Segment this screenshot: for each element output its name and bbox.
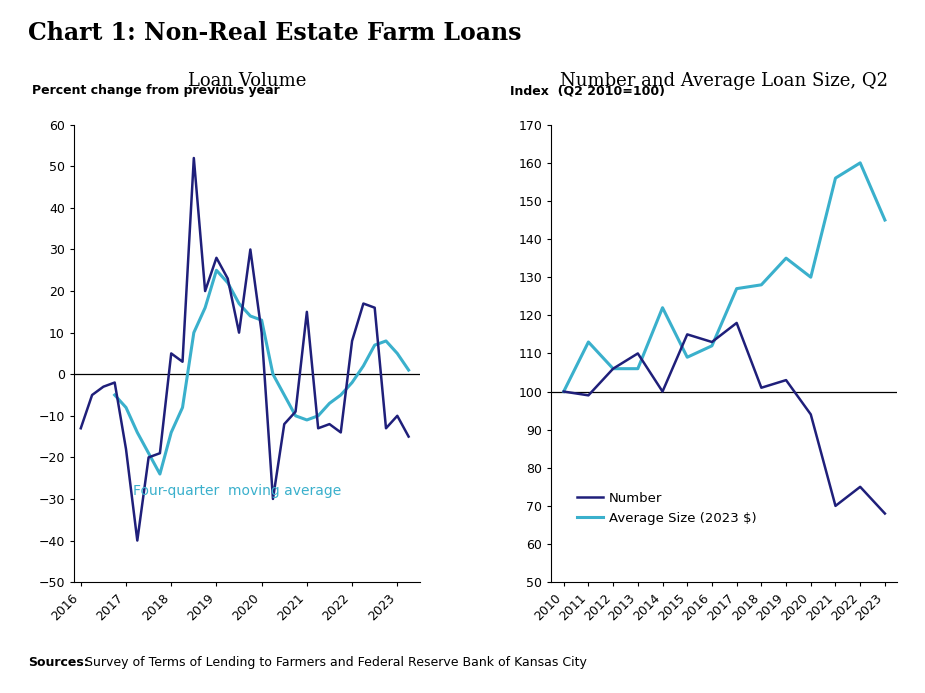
Number	[731, 319, 742, 327]
Line: Number: Number	[563, 323, 885, 514]
Average Size (2023 $)	[731, 284, 742, 292]
Number	[583, 391, 594, 399]
Text: Four-quarter  moving average: Four-quarter moving average	[133, 484, 341, 498]
Text: Chart 1: Non-Real Estate Farm Loans: Chart 1: Non-Real Estate Farm Loans	[28, 21, 522, 45]
Text: Percent change from previous year: Percent change from previous year	[32, 85, 280, 97]
Average Size (2023 $)	[608, 365, 619, 373]
Title: Loan Volume: Loan Volume	[188, 72, 306, 90]
Number	[707, 337, 718, 346]
Legend: Number, Average Size (2023 $): Number, Average Size (2023 $)	[572, 486, 761, 529]
Number	[830, 502, 841, 510]
Average Size (2023 $)	[633, 365, 644, 373]
Number	[682, 331, 693, 339]
Number	[756, 384, 767, 392]
Text: Sources:: Sources:	[28, 656, 89, 669]
Number	[855, 482, 866, 491]
Average Size (2023 $)	[806, 273, 817, 281]
Average Size (2023 $)	[657, 304, 668, 312]
Number	[781, 376, 792, 384]
Line: Average Size (2023 $): Average Size (2023 $)	[563, 163, 885, 392]
Number	[558, 387, 569, 396]
Average Size (2023 $)	[756, 281, 767, 289]
Average Size (2023 $)	[682, 353, 693, 362]
Average Size (2023 $)	[830, 174, 841, 182]
Number	[880, 509, 891, 518]
Average Size (2023 $)	[880, 216, 891, 225]
Title: Number and Average Loan Size, Q2: Number and Average Loan Size, Q2	[561, 72, 888, 90]
Average Size (2023 $)	[558, 387, 569, 396]
Number	[657, 387, 668, 396]
Number	[806, 410, 817, 419]
Average Size (2023 $)	[707, 342, 718, 350]
Text: Survey of Terms of Lending to Farmers and Federal Reserve Bank of Kansas City: Survey of Terms of Lending to Farmers an…	[81, 656, 587, 669]
Average Size (2023 $)	[583, 337, 594, 346]
Number	[608, 365, 619, 373]
Text: Index  (Q2 2010=100): Index (Q2 2010=100)	[510, 85, 665, 97]
Average Size (2023 $)	[855, 159, 866, 167]
Number	[633, 349, 644, 358]
Average Size (2023 $)	[781, 254, 792, 262]
